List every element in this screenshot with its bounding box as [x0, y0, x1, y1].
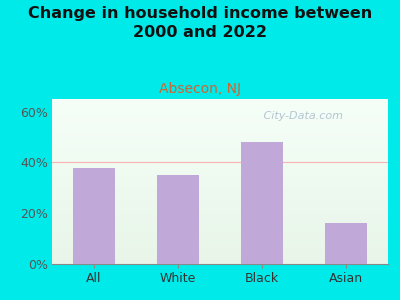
Text: City-Data.com: City-Data.com: [260, 110, 343, 121]
Bar: [157, 175, 199, 264]
Bar: [241, 142, 283, 264]
Bar: [73, 167, 115, 264]
Text: Absecon, NJ: Absecon, NJ: [159, 82, 241, 97]
Bar: [325, 224, 367, 264]
Text: Change in household income between
2000 and 2022: Change in household income between 2000 …: [28, 6, 372, 40]
